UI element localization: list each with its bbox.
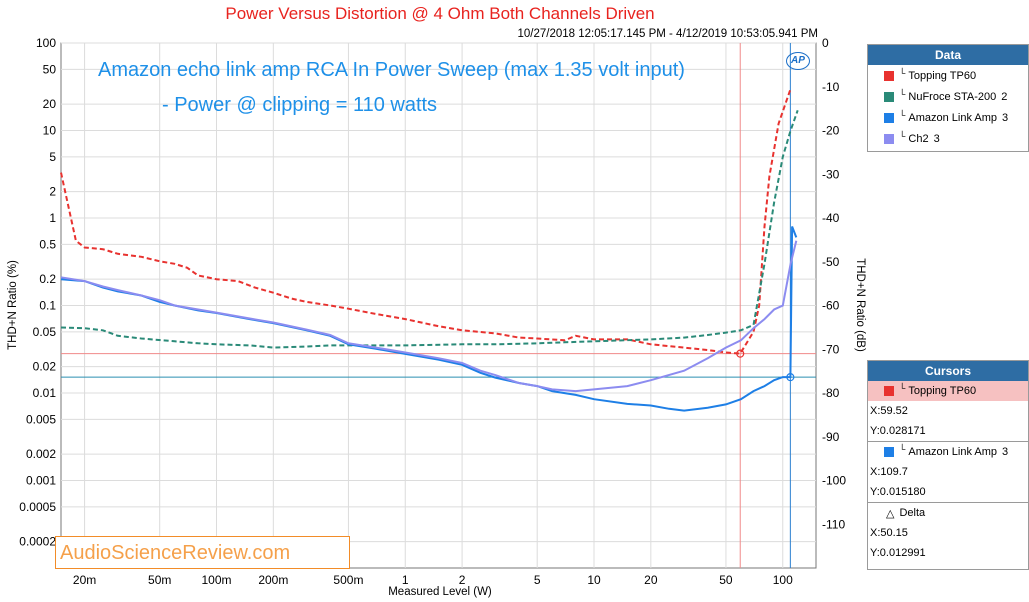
y-tick-label: 5 bbox=[49, 150, 56, 164]
legend-label: Ch2 bbox=[908, 132, 929, 145]
x-tick-label: 100 bbox=[773, 573, 793, 587]
cursor-delta-header: △ Delta bbox=[868, 503, 1028, 523]
legend-index: 3 bbox=[1002, 111, 1009, 124]
x-tick-label: 20m bbox=[73, 573, 96, 587]
y-axis-label: THD+N Ratio (%) bbox=[7, 260, 19, 350]
cursor-2-x: X:109.7 bbox=[870, 466, 908, 478]
y-tick-label: 20 bbox=[43, 97, 57, 111]
legend-swatch bbox=[884, 133, 894, 144]
y2-tick-label: -90 bbox=[822, 430, 840, 444]
y2-tick-label: -10 bbox=[822, 80, 840, 94]
cursor-2-index: 3 bbox=[1002, 446, 1009, 458]
x-tick-label: 20 bbox=[644, 573, 658, 587]
cursor-1-swatch bbox=[884, 386, 894, 396]
timestamp: 10/27/2018 12:05:17.145 PM - 4/12/2019 1… bbox=[517, 28, 818, 40]
y-tick-label: 0.05 bbox=[33, 325, 57, 339]
y-tick-label: 0.02 bbox=[33, 360, 57, 374]
x-tick-label: 200m bbox=[258, 573, 288, 587]
y2-tick-label: 0 bbox=[822, 36, 829, 50]
legend-swatch bbox=[884, 112, 894, 123]
delta-icon: △ bbox=[886, 507, 895, 520]
y-tick-label: 0.1 bbox=[39, 299, 56, 313]
y2-tick-label: -60 bbox=[822, 299, 840, 313]
asr-watermark: AudioScienceReview.com bbox=[55, 536, 350, 569]
cursor-1-x: X:59.52 bbox=[870, 405, 908, 417]
y-tick-label: 0.005 bbox=[26, 412, 56, 426]
y2-tick-label: -70 bbox=[822, 342, 840, 356]
y-tick-label: 0.0002 bbox=[19, 535, 56, 549]
cursors-header: Cursors bbox=[868, 361, 1028, 381]
annotation-line-2: - Power @ clipping = 110 watts bbox=[162, 94, 437, 116]
y-tick-label: 0.0005 bbox=[19, 500, 56, 514]
x-tick-label: 2 bbox=[459, 573, 466, 587]
data-legend-header: Data bbox=[868, 45, 1028, 65]
cursor-2-marker bbox=[786, 373, 795, 382]
y-tick-label: 2 bbox=[49, 185, 56, 199]
cursor-delta-label: Delta bbox=[899, 507, 926, 519]
y-tick-label: 10 bbox=[43, 124, 57, 138]
y-tick-label: 0.002 bbox=[26, 447, 56, 461]
x-tick-label: 10 bbox=[587, 573, 601, 587]
y2-tick-label: -50 bbox=[822, 255, 840, 269]
legend-label: NuFroce STA-200 bbox=[908, 90, 997, 103]
y2-tick-label: -100 bbox=[822, 474, 846, 488]
series-line-0 bbox=[60, 88, 792, 355]
legend-swatch bbox=[884, 70, 894, 81]
y-tick-label: 1 bbox=[49, 211, 56, 225]
x-tick-label: 50m bbox=[148, 573, 171, 587]
y-tick-label: 50 bbox=[43, 62, 57, 76]
y-tick-label: 100 bbox=[36, 36, 56, 50]
cursor-delta-x: X:50.15 bbox=[870, 527, 908, 539]
legend-item[interactable]: └ Topping TP60 bbox=[868, 65, 1028, 86]
legend-item[interactable]: └ Ch2 3 bbox=[868, 128, 1028, 149]
cursor-1-label: Topping TP60 bbox=[908, 385, 977, 397]
y2-tick-label: -20 bbox=[822, 124, 840, 138]
y2-tick-label: -110 bbox=[822, 517, 845, 531]
x-tick-label: 500m bbox=[333, 573, 363, 587]
cursors-panel: Cursors └ Topping TP60 X:59.52 Y:0.02817… bbox=[867, 360, 1029, 570]
cursor-1: └ Topping TP60 X:59.52 Y:0.028171 bbox=[868, 381, 1028, 442]
y2-tick-label: -40 bbox=[822, 211, 840, 225]
y-tick-label: 0.01 bbox=[33, 386, 57, 400]
cursor-delta: △ Delta X:50.15 Y:0.012991 bbox=[868, 503, 1028, 563]
cursor-delta-y: Y:0.012991 bbox=[870, 547, 926, 559]
y2-tick-label: -80 bbox=[822, 386, 840, 400]
x-tick-label: 5 bbox=[534, 573, 541, 587]
cursor-1-y: Y:0.028171 bbox=[870, 425, 926, 437]
cursor-2-label: Amazon Link Amp bbox=[908, 446, 998, 458]
annotation-line-1: Amazon echo link amp RCA In Power Sweep … bbox=[98, 59, 685, 81]
y-tick-label: 0.2 bbox=[39, 272, 56, 286]
legend-index: 2 bbox=[1001, 90, 1008, 103]
series-line-1 bbox=[60, 109, 799, 349]
y-tick-label: 0.5 bbox=[39, 237, 56, 251]
y2-tick-label: -30 bbox=[822, 167, 840, 181]
cursor-2-y: Y:0.015180 bbox=[870, 486, 926, 498]
legend-label: Amazon Link Amp bbox=[908, 111, 998, 124]
x-tick-label: 1 bbox=[402, 573, 409, 587]
cursor-2: └ Amazon Link Amp 3 X:109.7 Y:0.015180 bbox=[868, 442, 1028, 503]
legend-index: 3 bbox=[933, 132, 940, 145]
legend-item[interactable]: └ NuFroce STA-200 2 bbox=[868, 86, 1028, 107]
x-tick-label: 50 bbox=[719, 573, 733, 587]
cursor-1-marker bbox=[736, 349, 745, 358]
cursor-2-series[interactable]: └ Amazon Link Amp 3 bbox=[868, 442, 1028, 462]
legend-label: Topping TP60 bbox=[908, 69, 977, 82]
cursor-1-series[interactable]: └ Topping TP60 bbox=[868, 381, 1028, 401]
legend-item[interactable]: └ Amazon Link Amp 3 bbox=[868, 107, 1028, 128]
chart-title: Power Versus Distortion @ 4 Ohm Both Cha… bbox=[225, 4, 654, 23]
cursor-2-swatch bbox=[884, 447, 894, 457]
series-line-3 bbox=[60, 240, 798, 393]
legend-swatch bbox=[884, 91, 894, 102]
y2-axis-label: THD+N Ratio (dB) bbox=[854, 258, 866, 352]
data-legend: Data └ Topping TP60 └ NuFroce STA-200 2 └ Amaz… bbox=[867, 44, 1029, 152]
y-tick-label: 0.001 bbox=[26, 474, 56, 488]
x-axis-label: Measured Level (W) bbox=[388, 586, 492, 598]
ap-logo: AP bbox=[786, 52, 810, 70]
x-tick-label: 100m bbox=[201, 573, 231, 587]
